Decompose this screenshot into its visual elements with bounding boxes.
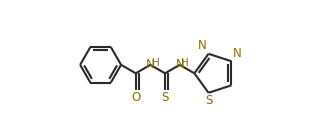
Text: O: O [131,91,140,104]
Text: H: H [152,58,159,68]
Text: S: S [205,94,212,107]
Text: N: N [146,58,155,71]
Text: N: N [233,47,242,60]
Text: N: N [198,39,207,52]
Text: S: S [161,91,169,104]
Text: H: H [181,58,189,68]
Text: N: N [176,58,184,71]
